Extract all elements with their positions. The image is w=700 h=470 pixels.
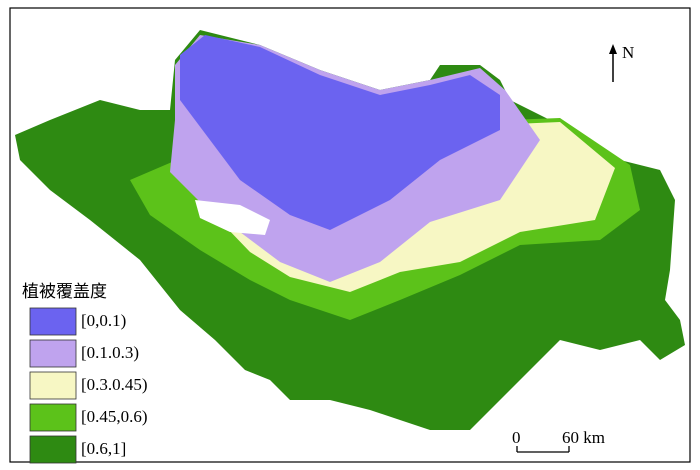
legend-swatch bbox=[29, 403, 77, 432]
region bbox=[180, 35, 500, 230]
legend: 植被覆盖度 [0,0.1) [0.1.0.3) [0.3.0.45) [0.45,0.… bbox=[22, 282, 148, 464]
legend-swatch bbox=[29, 435, 77, 464]
legend-swatch bbox=[29, 307, 77, 336]
scale-start: 0 bbox=[512, 428, 521, 447]
legend-label: [0,0.1) bbox=[81, 311, 126, 330]
map-regions bbox=[15, 30, 685, 430]
legend-title: 植被覆盖度 bbox=[22, 282, 107, 302]
scale-bar: 0 60 km bbox=[512, 428, 605, 453]
north-arrow: N bbox=[609, 43, 634, 82]
legend-label: [0.45,0.6) bbox=[81, 407, 148, 426]
legend-swatch bbox=[29, 339, 77, 368]
north-label: N bbox=[622, 43, 634, 62]
legend-swatch bbox=[29, 371, 77, 400]
legend-label: [0.6,1] bbox=[81, 439, 126, 458]
arrow-head bbox=[609, 44, 617, 54]
legend-label: [0.3.0.45) bbox=[81, 375, 148, 394]
legend-label: [0.1.0.3) bbox=[81, 343, 139, 362]
lake bbox=[195, 200, 270, 235]
scale-end: 60 km bbox=[562, 428, 605, 447]
